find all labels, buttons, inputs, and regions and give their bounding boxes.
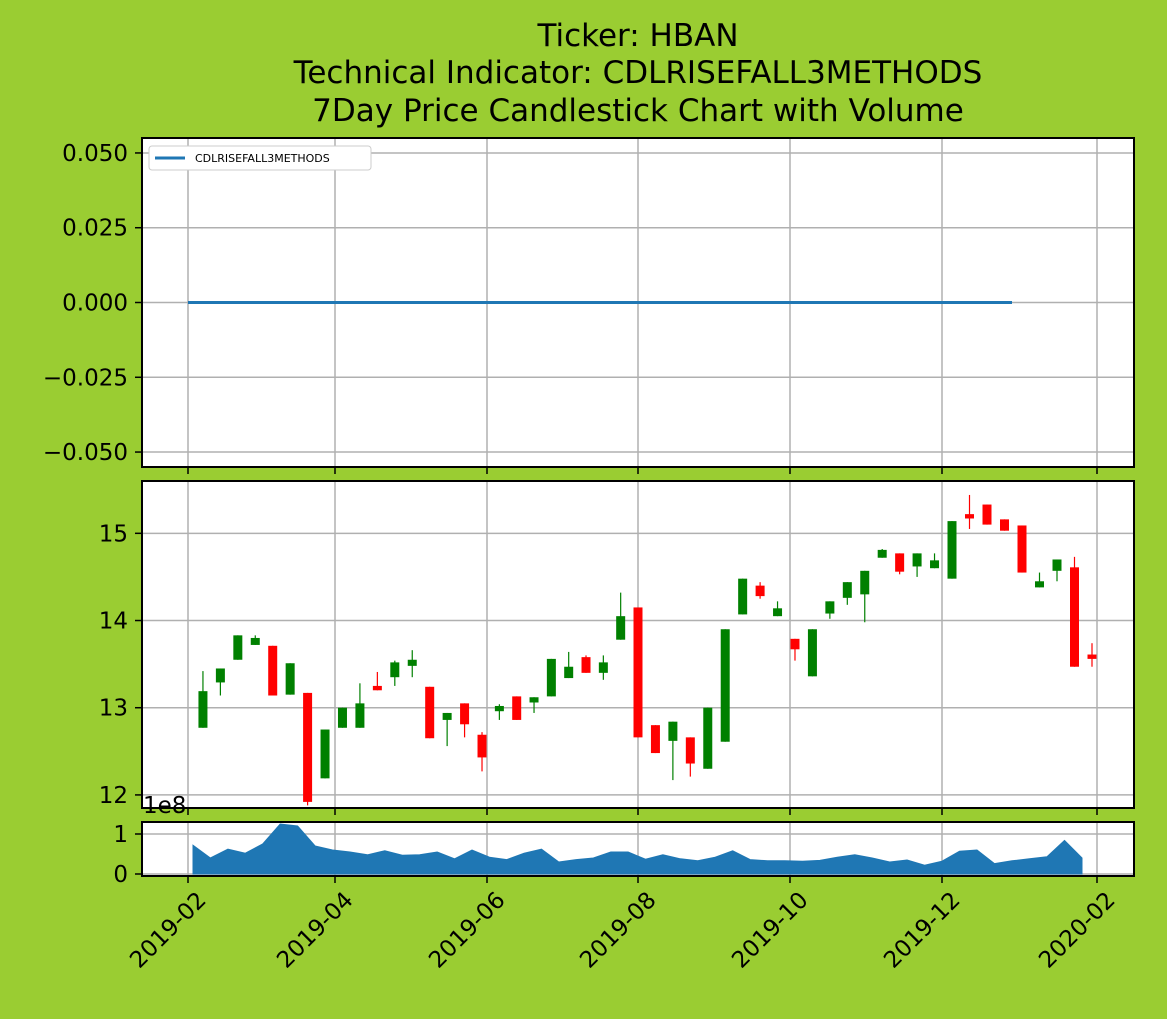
y-tick-labels: 0.050 0.025 0.000 −0.025 −0.050 15 14 13 12 1 0 <box>43 141 128 888</box>
candle-body <box>825 601 835 614</box>
candle-body <box>546 658 556 697</box>
candle-body <box>337 707 347 728</box>
chart-title-line-2: Technical Indicator: CDLRISEFALL3METHODS <box>293 55 983 91</box>
candle-body <box>250 637 260 645</box>
x-tick-label: 2019-06 <box>424 887 510 973</box>
candle-body <box>703 707 713 769</box>
candle-body <box>407 659 417 666</box>
x-tick-label: 2019-08 <box>575 887 661 973</box>
candle-body <box>460 703 470 725</box>
candle-body <box>982 504 992 525</box>
candle-body <box>965 514 974 519</box>
candle-body <box>685 737 695 764</box>
candle-body <box>1017 525 1027 573</box>
volume-y-tick-label: 1 <box>113 822 128 848</box>
price-y-tick-label: 13 <box>99 696 128 722</box>
x-tick-labels: 2019-02 2019-04 2019-06 2019-08 2019-10 2019-… <box>125 887 1120 973</box>
candle-body <box>581 657 591 673</box>
tick-marks <box>135 152 1098 883</box>
indicator-y-tick-label: −0.025 <box>43 365 128 391</box>
candle-body <box>877 549 887 558</box>
candle-body <box>895 553 905 572</box>
candle-body <box>303 692 313 802</box>
candle-body <box>633 607 643 738</box>
indicator-legend: CDLRISEFALL3METHODS <box>148 145 372 171</box>
indicator-y-tick-label: 0.025 <box>62 216 128 242</box>
x-tick-label: 2019-10 <box>727 887 813 973</box>
candle-body <box>425 686 435 739</box>
chart-title-line-1: Ticker: HBAN <box>536 18 738 54</box>
candle-body <box>773 608 783 617</box>
x-tick-label: 2019-04 <box>272 887 358 973</box>
candle-body <box>860 570 870 595</box>
candle-body <box>790 638 800 650</box>
candle-body <box>1000 519 1009 531</box>
indicator-y-tick-label: 0.000 <box>62 291 128 317</box>
candle-body <box>372 685 382 691</box>
candle-body <box>442 712 452 720</box>
price-y-tick-label: 15 <box>99 521 128 547</box>
candle-body <box>390 662 400 678</box>
legend-box <box>148 145 372 171</box>
candle-body <box>529 697 539 703</box>
x-tick-label: 2020-02 <box>1034 887 1120 973</box>
candle-body <box>930 560 940 569</box>
candle-body <box>320 729 330 779</box>
candle-body <box>1052 559 1062 571</box>
candle-body <box>598 662 608 673</box>
volume-y-tick-label: 0 <box>113 862 128 888</box>
candle-body <box>268 645 278 696</box>
candle-body <box>842 582 852 598</box>
indicator-y-tick-label: 0.050 <box>62 141 128 167</box>
candle-body <box>215 668 225 683</box>
candle-body <box>755 585 765 597</box>
candle-body <box>668 721 678 741</box>
price-y-tick-label: 12 <box>99 783 128 809</box>
x-tick-label: 2019-02 <box>125 887 211 973</box>
candle-body <box>198 691 208 728</box>
candle-body <box>512 696 522 720</box>
candle-body <box>285 663 295 695</box>
candle-body <box>1035 581 1044 588</box>
price-candles <box>198 494 1097 806</box>
volume-area <box>192 823 1083 875</box>
candle-body <box>1070 567 1079 667</box>
x-tick-label: 2019-12 <box>879 887 965 973</box>
volume-offset-text: 1e8 <box>143 793 186 819</box>
legend-label: CDLRISEFALL3METHODS <box>195 152 330 165</box>
candle-body <box>355 703 365 728</box>
candle-body <box>564 666 574 679</box>
candle-body <box>1087 654 1097 659</box>
candle-body <box>720 629 730 742</box>
candle-body <box>947 521 957 579</box>
candle-body <box>738 578 748 615</box>
volume-series <box>192 823 1083 875</box>
candle-body <box>494 705 504 712</box>
candle-body <box>616 616 626 640</box>
price-y-tick-label: 14 <box>99 609 128 635</box>
candle-body <box>477 734 487 758</box>
candle-body <box>912 553 922 567</box>
candle-body <box>807 629 817 677</box>
chart-title-line-3: 7Day Price Candlestick Chart with Volume <box>312 93 964 129</box>
candle-body <box>233 635 243 660</box>
indicator-y-tick-label: −0.050 <box>43 440 128 466</box>
candle-body <box>650 725 660 754</box>
